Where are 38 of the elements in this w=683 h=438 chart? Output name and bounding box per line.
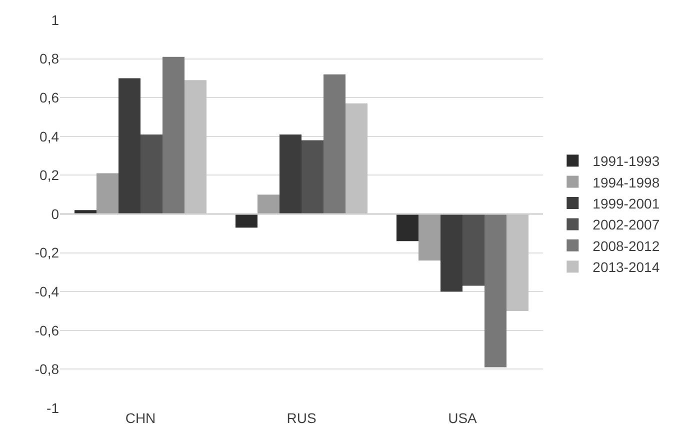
legend-label: 1994-1998 [592,174,660,190]
legend-label: 2002-2007 [592,216,660,233]
y-tick-label: -0,6 [34,322,60,338]
legend-label: 2013-2014 [592,259,660,276]
bar [346,103,368,214]
bar [280,134,302,214]
bar [440,214,462,292]
bar [162,56,185,214]
bar [506,214,529,311]
legend-label: 1999-2001 [592,195,660,212]
y-tick-label: 0,8 [40,50,60,67]
legend-label: 2008-2012 [592,238,660,254]
x-tick-label: CHN [125,410,156,426]
y-tick-label: -0,4 [34,284,60,300]
bar [324,74,346,214]
bar [302,140,324,214]
y-tick-label: 0,2 [40,167,60,184]
bar [396,214,418,242]
bar [462,214,484,286]
x-tick-label: USA [448,410,478,426]
y-tick-label: -0,2 [34,244,60,261]
legend-label: 1991-1993 [592,153,660,170]
bar [184,80,207,214]
bar [235,214,258,228]
bar [96,173,118,214]
x-tick-label: RUS [286,410,316,426]
y-tick-label: 0,6 [40,90,60,106]
y-tick-label: -1 [46,400,60,416]
bar [484,214,507,368]
bar [257,194,280,214]
y-tick-label: 0,4 [40,128,60,144]
y-tick-label: 0 [51,206,60,222]
y-tick-label: 1 [51,12,60,28]
bar [118,78,140,214]
y-tick-label: -0,8 [34,361,60,378]
bar [74,210,96,214]
bar [140,134,162,214]
bar [418,214,440,261]
